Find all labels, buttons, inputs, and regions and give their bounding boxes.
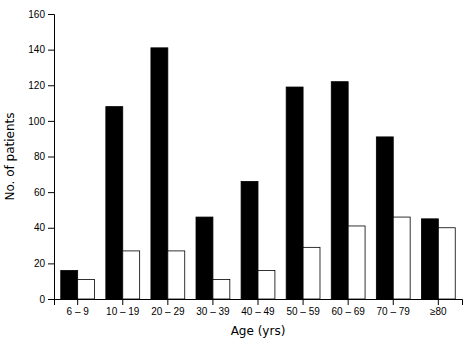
x-axis-title: Age (yrs)	[231, 324, 286, 338]
bar	[421, 219, 438, 299]
tick-label: 120	[28, 80, 45, 91]
tick-mark	[48, 263, 54, 264]
tick-label: 10 – 19	[106, 306, 140, 317]
tick: 120	[28, 80, 54, 91]
tick-mark	[48, 157, 54, 158]
tick-label: 40 – 49	[241, 306, 275, 317]
tick-label: 70 – 79	[377, 306, 411, 317]
bar	[106, 107, 123, 299]
tick-mark	[438, 299, 439, 305]
tick: 0	[39, 294, 54, 305]
tick-label: 160	[28, 9, 45, 20]
series	[61, 48, 439, 299]
tick: 60	[34, 187, 54, 198]
y-axis: 0 20 40 60 80 100 120 140 160	[28, 9, 54, 305]
tick: 160	[28, 9, 54, 20]
x-axis: 6 – 9 10 – 19 20 – 29 30 – 39 40 – 49 50 – 59…	[55, 299, 463, 317]
tick-label: 60 – 69	[331, 306, 365, 317]
tick: 20	[34, 258, 54, 269]
tick-mark	[48, 50, 54, 51]
plot: 0 20 40 60 80 100 120 140 160 6 – 9 10 – 19 20 – 29…	[28, 9, 462, 317]
tick-label: 40	[34, 222, 46, 233]
series	[78, 217, 456, 299]
bar	[331, 82, 348, 299]
bar	[123, 251, 140, 299]
bar	[78, 279, 95, 299]
tick-mark	[212, 299, 213, 305]
tick-mark	[48, 85, 54, 86]
tick: 40	[34, 222, 54, 233]
bar	[393, 217, 410, 299]
bar	[438, 228, 455, 299]
bar	[196, 217, 213, 299]
tick-label: 30 – 39	[196, 306, 230, 317]
tick-mark	[258, 299, 259, 305]
tick-label: 80	[34, 151, 46, 162]
y-axis-title: No. of patients	[3, 112, 17, 200]
tick-mark	[48, 192, 54, 193]
tick: 40 – 49	[241, 299, 275, 317]
tick-label: 100	[28, 116, 45, 127]
tick-mark	[167, 299, 168, 305]
tick-mark	[393, 299, 394, 305]
tick-label: ≥80	[430, 306, 447, 317]
tick: 30 – 39	[196, 299, 230, 317]
bar	[151, 48, 168, 299]
bars	[61, 48, 455, 299]
tick: 60 – 69	[331, 299, 365, 317]
tick: 50 – 59	[286, 299, 320, 317]
tick-label: 140	[28, 44, 45, 55]
tick-label: 50 – 59	[286, 306, 320, 317]
bar	[348, 226, 365, 299]
bar	[376, 137, 393, 299]
tick: 100	[28, 116, 54, 127]
tick-label: 0	[39, 294, 45, 305]
tick-mark	[48, 14, 54, 15]
bar	[168, 251, 185, 299]
tick: 6 – 9	[67, 299, 90, 317]
bar	[286, 87, 303, 299]
tick-label: 20	[34, 258, 46, 269]
tick-label: 60	[34, 187, 46, 198]
bar	[258, 271, 275, 300]
tick-mark	[48, 228, 54, 229]
axis-line	[48, 15, 55, 300]
chart: 0 20 40 60 80 100 120 140 160 6 – 9 10 – 19 20 – 29…	[0, 0, 474, 343]
tick: 80	[34, 151, 54, 162]
tick: 70 – 79	[377, 299, 411, 317]
tick: 20 – 29	[151, 299, 185, 317]
tick-label: 20 – 29	[151, 306, 185, 317]
tick-mark	[48, 299, 54, 300]
tick-mark	[77, 299, 78, 305]
bar	[303, 247, 320, 299]
tick-label: 6 – 9	[67, 306, 90, 317]
tick: ≥80	[430, 299, 447, 317]
tick-mark	[48, 121, 54, 122]
bar	[61, 271, 78, 300]
bar	[241, 181, 258, 299]
tick: 10 – 19	[106, 299, 140, 317]
tick: 140	[28, 44, 54, 55]
tick-mark	[122, 299, 123, 305]
axis-line	[55, 300, 463, 306]
tick-mark	[348, 299, 349, 305]
bar	[213, 279, 230, 299]
tick-mark	[303, 299, 304, 305]
